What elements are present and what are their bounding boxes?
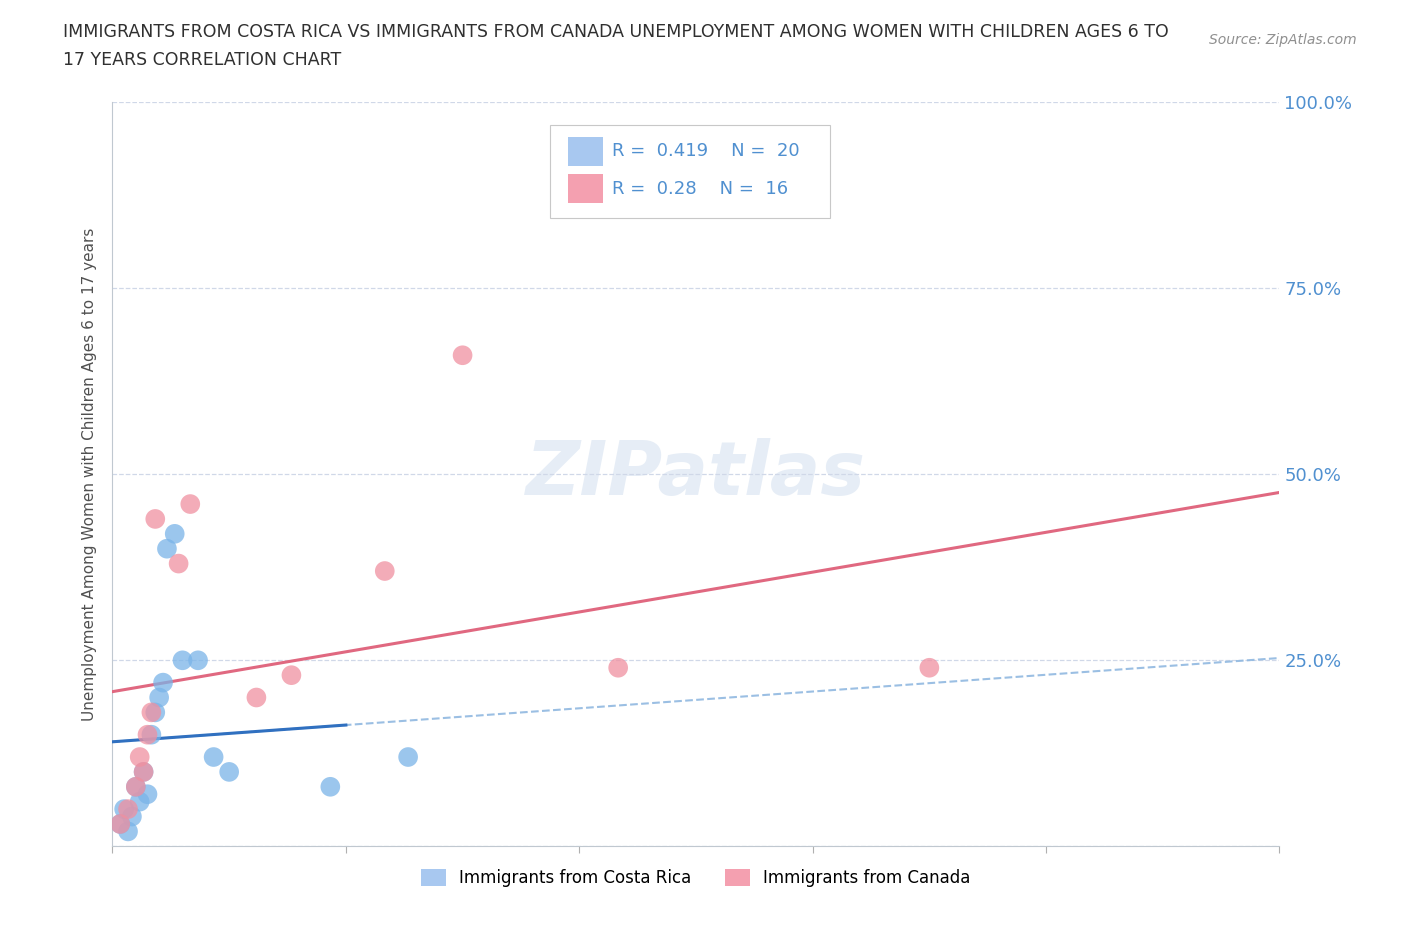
- Point: [179, 497, 201, 512]
- Point: [396, 750, 419, 764]
- Point: [607, 660, 630, 675]
- FancyBboxPatch shape: [550, 125, 830, 218]
- Point: [117, 802, 139, 817]
- Point: [156, 541, 179, 556]
- Point: [112, 802, 135, 817]
- Point: [141, 705, 163, 720]
- Point: [125, 779, 148, 794]
- Text: 17 YEARS CORRELATION CHART: 17 YEARS CORRELATION CHART: [63, 51, 342, 69]
- Point: [167, 556, 190, 571]
- Text: R =  0.419    N =  20: R = 0.419 N = 20: [612, 142, 800, 160]
- Point: [132, 764, 155, 779]
- Text: Source: ZipAtlas.com: Source: ZipAtlas.com: [1209, 33, 1357, 46]
- Point: [245, 690, 267, 705]
- Point: [110, 817, 132, 831]
- Point: [117, 824, 139, 839]
- Bar: [568, 138, 603, 166]
- Point: [128, 750, 150, 764]
- Point: [125, 779, 148, 794]
- Point: [172, 653, 194, 668]
- Point: [143, 705, 166, 720]
- Text: IMMIGRANTS FROM COSTA RICA VS IMMIGRANTS FROM CANADA UNEMPLOYMENT AMONG WOMEN WI: IMMIGRANTS FROM COSTA RICA VS IMMIGRANTS…: [63, 23, 1168, 41]
- Point: [143, 512, 166, 526]
- Point: [110, 817, 132, 831]
- Text: R =  0.28    N =  16: R = 0.28 N = 16: [612, 179, 789, 197]
- Point: [319, 779, 342, 794]
- Point: [152, 675, 174, 690]
- Point: [132, 764, 155, 779]
- Point: [187, 653, 209, 668]
- Legend: Immigrants from Costa Rica, Immigrants from Canada: Immigrants from Costa Rica, Immigrants f…: [415, 862, 977, 894]
- Point: [141, 727, 163, 742]
- Point: [918, 660, 941, 675]
- Point: [280, 668, 302, 683]
- Point: [148, 690, 170, 705]
- Bar: [568, 175, 603, 203]
- Point: [128, 794, 150, 809]
- Text: ZIPatlas: ZIPatlas: [526, 438, 866, 511]
- Point: [136, 787, 159, 802]
- Point: [218, 764, 240, 779]
- Point: [451, 348, 474, 363]
- Point: [136, 727, 159, 742]
- Point: [163, 526, 186, 541]
- Y-axis label: Unemployment Among Women with Children Ages 6 to 17 years: Unemployment Among Women with Children A…: [82, 228, 97, 721]
- Point: [374, 564, 396, 578]
- Point: [121, 809, 143, 824]
- Point: [202, 750, 225, 764]
